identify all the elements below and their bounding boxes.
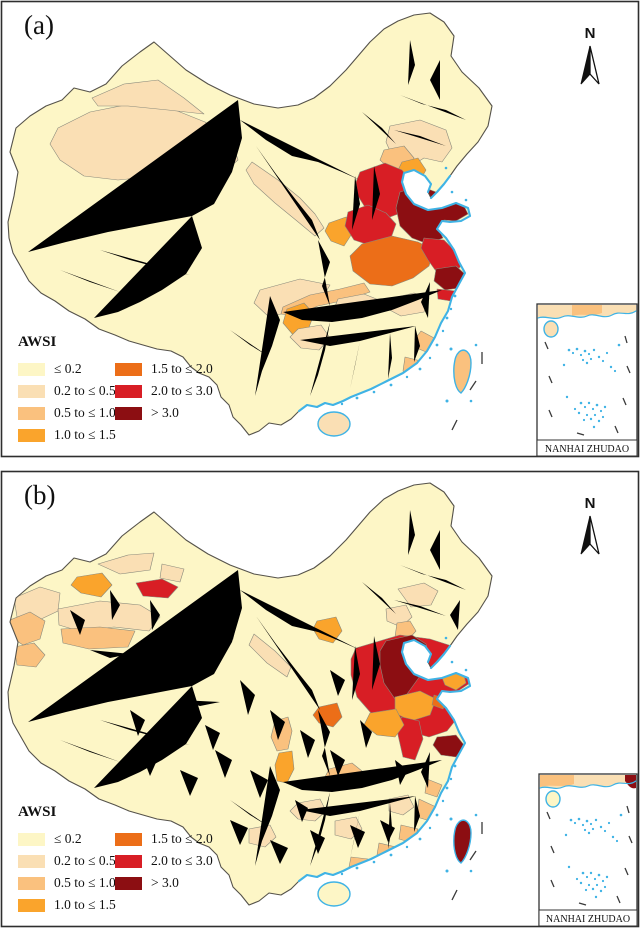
inset-label: NANHAI ZHUDAO (545, 444, 629, 455)
panel-b-label: (b) (24, 480, 56, 510)
legend-title: AWSI (18, 334, 57, 350)
legend-item-label: 0.5 to ≤ 1.0 (54, 405, 116, 420)
legend-item-label: 0.2 to ≤ 0.5 (54, 383, 116, 398)
panel-a-border (0, 0, 640, 458)
legend-item: 2.0 to ≤ 3.0 (115, 380, 213, 402)
panel-b-border (0, 470, 640, 928)
legend-item: 2.0 to ≤ 3.0 (115, 850, 213, 872)
legend-swatch (18, 406, 45, 420)
legend-b: AWSI ≤ 0.2 0.2 to ≤ 0.5 0.5 to ≤ 1.0 1.0… (18, 804, 268, 916)
legend-item: > 3.0 (115, 872, 213, 894)
legend-swatch (18, 428, 45, 442)
legend-swatch (115, 832, 142, 846)
legend-item-label: ≤ 0.2 (54, 361, 82, 376)
legend-item-label: 0.2 to ≤ 0.5 (54, 853, 116, 868)
legend-item: 1.5 to ≤ 2.0 (115, 358, 213, 380)
legend-item: 1.5 to ≤ 2.0 (115, 828, 213, 850)
legend-item: 0.5 to ≤ 1.0 (18, 402, 116, 424)
legend-item: ≤ 0.2 (18, 828, 115, 850)
legend-swatch (115, 876, 142, 890)
inset-map: NANHAI ZHUDAO (536, 303, 638, 457)
north-label: N (585, 25, 596, 42)
legend-swatch (18, 362, 45, 376)
taiwan-island (453, 819, 472, 864)
legend-swatch (18, 832, 45, 846)
legend-item: ≤ 0.2 (18, 358, 115, 380)
inset-label: NANHAI ZHUDAO (546, 914, 630, 925)
hainan-island (317, 411, 351, 437)
legend-swatch (18, 876, 45, 890)
panel-a-map: N NANHAI ZHUDAO (7, 12, 638, 457)
legend-item: 1.0 to ≤ 1.5 (18, 424, 116, 446)
legend-swatch (18, 898, 45, 912)
legend-item-label: ≤ 0.2 (54, 831, 82, 846)
legend-a: AWSI ≤ 0.2 0.2 to ≤ 0.5 0.5 to ≤ 1.0 1.0… (18, 334, 268, 446)
taiwan-island (453, 349, 472, 394)
legend-swatch (115, 384, 142, 398)
legend-item-label: 1.0 to ≤ 1.5 (54, 897, 116, 912)
north-arrow: N (580, 25, 600, 85)
legend-item: 0.5 to ≤ 1.0 (18, 872, 116, 894)
north-arrow: N (580, 495, 600, 555)
legend-item-label: > 3.0 (151, 875, 179, 890)
legend-title: AWSI (18, 804, 57, 820)
legend-item: 0.2 to ≤ 0.5 (18, 380, 116, 402)
north-label: N (585, 495, 596, 512)
inset-map: NANHAI ZHUDAO (538, 773, 638, 927)
legend-swatch (115, 854, 142, 868)
legend-item-label: 2.0 to ≤ 3.0 (151, 853, 213, 868)
legend-item-label: > 3.0 (151, 405, 179, 420)
legend-item: 0.2 to ≤ 0.5 (18, 850, 116, 872)
panel-a-label: (a) (24, 10, 54, 40)
legend-swatch (18, 854, 45, 868)
legend-item-label: 2.0 to ≤ 3.0 (151, 383, 213, 398)
legend-item-label: 0.5 to ≤ 1.0 (54, 875, 116, 890)
legend-swatch (115, 406, 142, 420)
legend-item-label: 1.0 to ≤ 1.5 (54, 427, 116, 442)
choropleth-regions-a (49, 79, 469, 377)
legend-swatch (18, 384, 45, 398)
hainan-island (317, 881, 351, 907)
legend-item: > 3.0 (115, 402, 213, 424)
legend-item: 1.0 to ≤ 1.5 (18, 894, 116, 916)
legend-item-label: 1.5 to ≤ 2.0 (151, 831, 213, 846)
legend-swatch (115, 362, 142, 376)
legend-item-label: 1.5 to ≤ 2.0 (151, 361, 213, 376)
